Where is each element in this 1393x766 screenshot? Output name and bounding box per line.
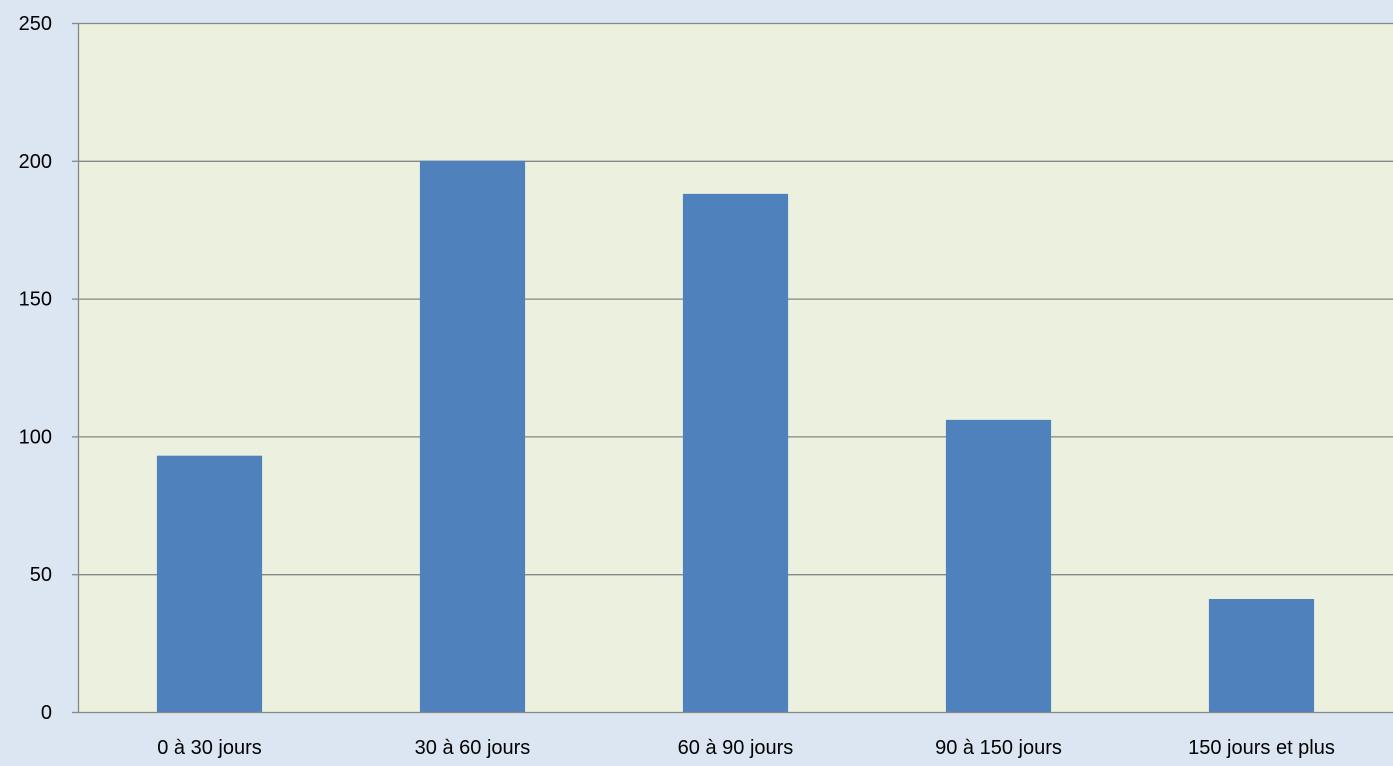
x-tick-label: 90 à 150 jours [935, 737, 1062, 759]
y-axis-tick-labels: 0 50 100 150 200 250 [19, 13, 52, 724]
y-tick-label: 150 [19, 289, 52, 311]
x-tick-label: 30 à 60 jours [415, 737, 531, 759]
bar [1209, 599, 1314, 712]
x-tick-label: 0 à 30 jours [157, 737, 262, 759]
y-tick-label: 250 [19, 13, 52, 35]
y-tick-label: 50 [30, 564, 52, 586]
y-tick-label: 200 [19, 151, 52, 173]
bar [157, 456, 262, 712]
y-tick-label: 0 [41, 702, 52, 724]
bar [946, 420, 1051, 712]
x-tick-label: 150 jours et plus [1188, 737, 1335, 759]
x-axis-tick-labels: 0 à 30 jours 30 à 60 jours 60 à 90 jours 90… [157, 737, 1335, 759]
bar [683, 194, 788, 712]
bar [420, 161, 525, 712]
y-tick-label: 100 [19, 426, 52, 448]
x-tick-label: 60 à 90 jours [678, 737, 794, 759]
